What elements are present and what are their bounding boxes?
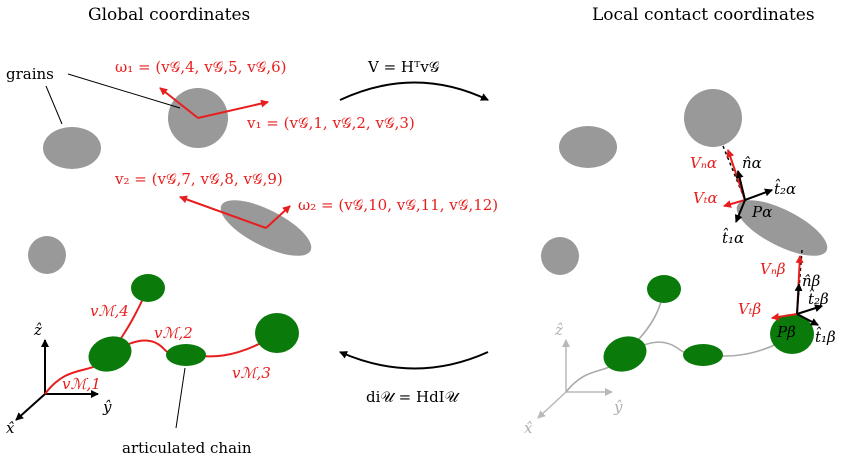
r-chain-body-middle — [683, 344, 723, 366]
y-axis-label: ŷ — [102, 398, 112, 416]
alpha-Vt-arrow — [723, 199, 746, 208]
v1-arrow — [197, 99, 269, 119]
vm2-label: vℳ,2 — [154, 324, 193, 342]
alpha-Vt-label: Vₜα — [693, 189, 718, 207]
r-grain-1 — [684, 89, 742, 147]
bottom-transform-arrow — [339, 351, 489, 370]
grains-leader-2 — [67, 73, 181, 109]
alpha-n-arrow — [735, 170, 746, 201]
r-chain-body-top — [647, 275, 681, 303]
beta-n-label: n̂β — [802, 272, 821, 290]
beta-n-arrow — [794, 283, 803, 315]
r-grain-small-left — [559, 126, 617, 168]
top-transform-arrow — [339, 81, 489, 101]
beta-t2-arrow — [796, 304, 823, 315]
omega1-label: ω₁ = (v𝒢,4, v𝒢,5, v𝒢,6) — [115, 58, 287, 76]
grains-label: grains — [6, 65, 54, 83]
alpha-t1-arrow — [734, 199, 746, 223]
chain-body-root — [88, 336, 132, 372]
alpha-t2-arrow — [744, 188, 773, 201]
alpha-n-label: n̂α — [742, 154, 762, 172]
vm1-label: vℳ,1 — [62, 375, 101, 393]
vm3-label: vℳ,3 — [232, 364, 271, 382]
beta-t2-label: t̂₂β — [808, 289, 829, 308]
beta-Vt-arrow — [771, 312, 798, 321]
grain-small-left — [43, 127, 101, 169]
x-axis-arrow — [15, 393, 46, 421]
beta-t1-arrow — [796, 313, 819, 326]
omega2-label: ω₂ = (v𝒢,10, v𝒢,11, v𝒢,12) — [298, 196, 498, 214]
chain-body-middle — [166, 344, 206, 366]
alpha-t2-label: t̂₂α — [774, 179, 796, 198]
z-axis-label: ẑ — [33, 321, 42, 339]
r-y-axis-label: ŷ — [613, 398, 623, 416]
r-z-axis-label: ẑ — [554, 321, 563, 339]
beta-t1-label: t̂₁β — [815, 327, 836, 346]
left-title: Global coordinates — [88, 5, 250, 25]
beta-Vt-label: Vₜβ — [738, 300, 762, 318]
omega2-arrow — [265, 205, 291, 229]
r-x-axis-label: x̂ — [524, 419, 533, 437]
alpha-Vn-label: Vₙα — [690, 154, 717, 172]
v2-arrow — [179, 195, 267, 229]
grains-leader-1 — [45, 85, 63, 125]
r-grain-round-left — [541, 237, 579, 275]
r-grain-2 — [736, 200, 828, 256]
chain-label: articulated chain — [122, 439, 252, 457]
x-axis-label: x̂ — [6, 419, 15, 437]
r-x-axis-arrow — [537, 391, 567, 419]
chain-body-top — [131, 274, 165, 302]
bottom-transform-equation: di𝒰 = HdI𝒰 — [366, 388, 461, 406]
r-chain-body-end — [770, 314, 814, 354]
omega1-arrow — [159, 87, 199, 119]
v2-label: v₂ = (v𝒢,7, v𝒢,8, v𝒢,9) — [114, 170, 283, 188]
grain-round-left — [28, 236, 66, 274]
alpha-t1-label: t̂₁α — [722, 228, 744, 247]
alpha-P-label: Pα — [751, 203, 772, 221]
r-chain-body-root — [603, 336, 647, 372]
beta-Vn-label: Vₙβ — [760, 260, 786, 278]
beta-P-label: Pβ — [776, 323, 796, 341]
v1-label: v₁ = (v𝒢,1, v𝒢,2, v𝒢,3) — [246, 114, 415, 132]
vm4-label: vℳ,4 — [90, 302, 129, 320]
right-title: Local contact coordinates — [592, 5, 815, 25]
chain-body-end — [255, 313, 299, 353]
chain-leader — [175, 367, 186, 429]
top-transform-equation: V = Hᵀv𝒢 — [367, 58, 440, 76]
